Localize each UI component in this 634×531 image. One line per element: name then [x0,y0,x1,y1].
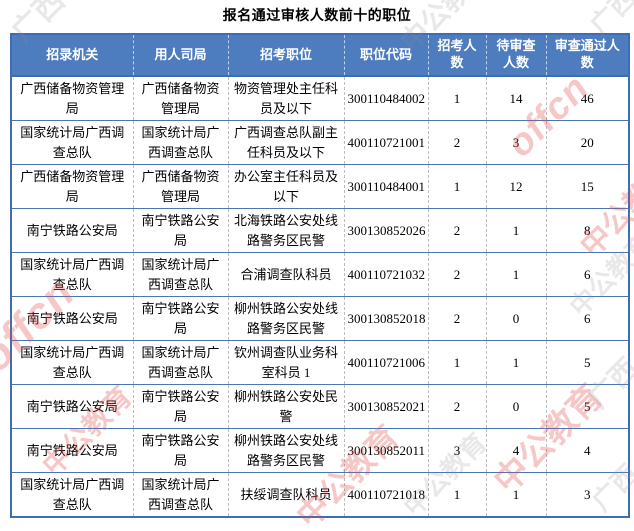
table-cell: 14 [486,76,547,121]
col-header-position-code: 职位代码 [344,34,429,77]
table-cell: 广西储备物资管理局 [133,76,229,121]
table-body: 广西储备物资管理局 广西储备物资管理局 物资管理处主任科员及以下 3001104840… [11,76,629,517]
table-row: 国家统计局广西调查总队 国家统计局广西调查总队 广西调查总队副主任科员及以下 4001… [11,120,629,165]
table-cell: 15 [546,164,629,209]
table-row: 南宁铁路公安局 南宁铁路公安局 北海铁路公安处线路警务区民警 300130852026… [11,208,629,253]
table-cell: 300130852011 [344,428,429,473]
table-row: 广西储备物资管理局 广西储备物资管理局 物资管理处主任科员及以下 3001104840… [11,76,629,121]
col-header-recruit-count: 招考人数 [428,34,487,77]
table-cell: 北海铁路公安处线路警务区民警 [228,208,345,253]
col-header-employing-bureau: 用人司局 [133,34,229,77]
table-row: 国家统计局广西调查总队 国家统计局广西调查总队 钦州调查队业务科室科员 1 40011… [11,340,629,385]
table-cell: 广西储备物资管理局 [11,76,134,121]
table-cell: 400110721018 [344,472,429,517]
table-cell: 1 [486,340,547,385]
table-row: 广西储备物资管理局 广西储备物资管理局 办公室主任科员及以下 300110484001… [11,164,629,209]
table-cell: 46 [580,90,594,106]
table-header: 招录机关 用人司局 招考职位 职位代码 招考人数 待审查人数 审查通过人数 [11,34,629,77]
table-cell: 南宁铁路公安局 [11,208,134,253]
table-cell: 1 [486,252,547,297]
table-cell: 1 [486,472,547,517]
table-cell: 2 [428,120,487,165]
table-cell: 广西储备物资管理局 [133,164,229,209]
table-cell: 国家统计局广西调查总队 [133,120,229,165]
table-cell: 1 [428,164,487,209]
table-cell: 0 [486,296,547,341]
table-cell: 6 [546,296,629,341]
table-cell: 1 [428,340,487,385]
col-header-pending-review-count: 待审查人数 [486,34,547,77]
col-header-position: 招考职位 [228,34,345,77]
table-cell: 南宁铁路公安局 [133,208,229,253]
table-cell: 300130852026 [344,208,429,253]
table-cell: 400110721001 [344,120,429,165]
table-cell: 扶绥调查队科员 [228,472,345,517]
table-cell: 2 [428,296,487,341]
header-row: 招录机关 用人司局 招考职位 职位代码 招考人数 待审查人数 审查通过人数 [11,34,629,77]
table-row: 国家统计局广西调查总队 国家统计局广西调查总队 扶绥调查队科员 40011072101… [11,472,629,517]
table-cell: 国家统计局广西调查总队 [11,472,134,517]
table-cell: 南宁铁路公安局 [133,428,229,473]
table-cell: 12 [486,164,547,209]
table-cell: 0 [486,384,547,429]
table-cell: 2 [428,384,487,429]
table-cell: 6 [546,252,629,297]
table-cell: 广西储备物资管理局 [11,164,134,209]
table-cell: 南宁铁路公安局 [133,296,229,341]
table-cell: 3 [546,472,629,517]
table-cell: 1 [486,208,547,253]
table-cell: 南宁铁路公安局 [11,428,134,473]
table-cell: 4 [546,428,629,473]
table-row: 南宁铁路公安局 南宁铁路公安局 柳州铁路公安处民警 300130852021 2 0 5 [11,384,629,429]
table-cell: 8 [546,208,629,253]
table-cell: 20 [546,120,629,165]
table-cell: 柳州铁路公安处线路警务区民警 [228,428,345,473]
table-cell: 3 [428,428,487,473]
table-cell: 国家统计局广西调查总队 [133,340,229,385]
table-cell: 国家统计局广西调查总队 [11,252,134,297]
table-cell: 1 [428,76,487,121]
table-cell: 广西调查总队副主任科员及以下 [228,120,345,165]
table-cell: 3 [486,120,547,165]
table-cell: 物资管理处主任科员及以下 [228,76,345,121]
table-row: 南宁铁路公安局 南宁铁路公安局 柳州铁路公安处线路警务区民警 300130852018… [11,296,629,341]
table-cell: 5 [546,340,629,385]
table-cell: 2 [428,208,487,253]
table-cell: 5 [546,384,629,429]
table-row: 国家统计局广西调查总队 国家统计局广西调查总队 合浦调查队科员 40011072103… [11,252,629,297]
page-title: 报名通过审核人数前十的职位 [222,7,412,23]
table-cell: 国家统计局广西调查总队 [11,120,134,165]
table-cell: 300130852018 [344,296,429,341]
positions-table: 招录机关 用人司局 招考职位 职位代码 招考人数 待审查人数 审查通过人数 广西… [10,33,630,518]
table-cell: 国家统计局广西调查总队 [11,340,134,385]
table-cell: 国家统计局广西调查总队 [133,252,229,297]
table-cell: 合浦调查队科员 [228,252,345,297]
table-row: 南宁铁路公安局 南宁铁路公安局 柳州铁路公安处线路警务区民警 300130852011… [11,428,629,473]
table-cell: 国家统计局广西调查总队 [133,472,229,517]
table-cell: 柳州铁路公安处线路警务区民警 [228,296,345,341]
table-cell: 柳州铁路公安处民警 [228,384,345,429]
table-cell: 300110484002 [344,76,429,121]
table-cell: 南宁铁路公安局 [133,384,229,429]
table-cell: 南宁铁路公安局 [11,296,134,341]
table-cell: 400110721006 [344,340,429,385]
table-cell: 300130852021 [344,384,429,429]
table-cell: 南宁铁路公安局 [11,384,134,429]
table-cell: 钦州调查队业务科室科员 1 [228,340,345,385]
table-cell: 4 [486,428,547,473]
table-cell: 400110721032 [344,252,429,297]
col-header-approved-count: 审查通过人数 [546,34,629,77]
table-cell: 300110484001 [344,164,429,209]
table-cell: 2 [428,252,487,297]
table-cell: 1 [428,472,487,517]
col-header-recruiting-agency: 招录机关 [11,34,134,77]
table-cell: 办公室主任科员及以下 [228,164,345,209]
